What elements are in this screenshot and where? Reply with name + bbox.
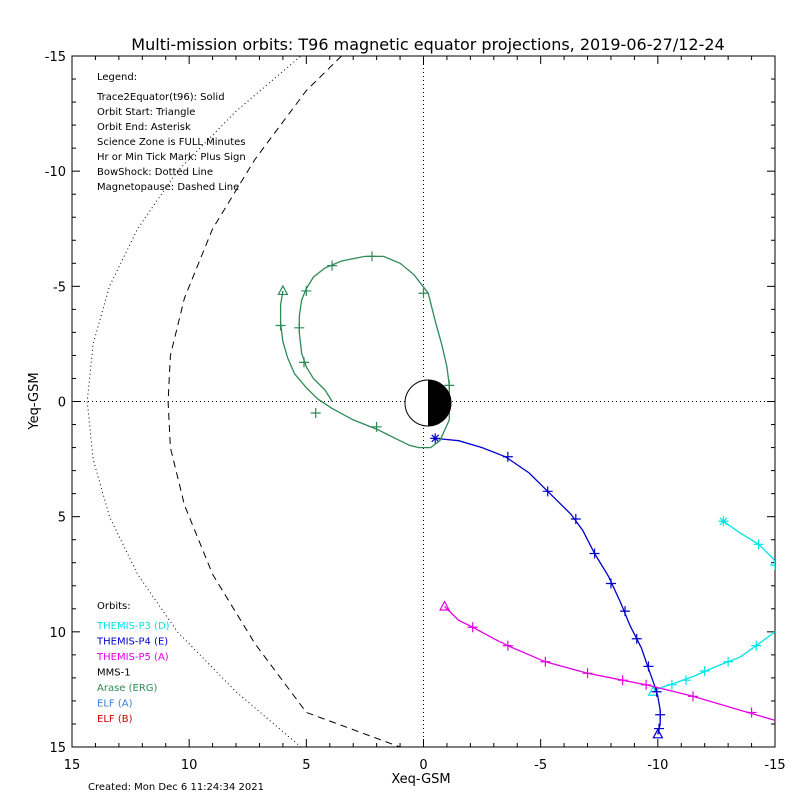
orbit-legend: THEMIS-P3 (D) THEMIS-P4 (E) THEMIS-P5 (A) M… — [96, 621, 170, 725]
legend-line: Trace2Equator(t96): Solid — [96, 92, 225, 103]
themis-p4-e-tick-mark — [631, 633, 642, 644]
themis-p3-d-tick-mark — [779, 613, 789, 623]
arase-erg-start-marker — [277, 284, 289, 296]
x-tick-label: -10 — [647, 758, 668, 773]
x-tick-label: 0 — [419, 758, 427, 773]
arase-erg-tick-mark — [275, 320, 286, 331]
themis-p5-a-tick-mark — [641, 679, 652, 690]
legend-line: Orbit Start: Triangle — [97, 107, 195, 118]
x-tick-label: 15 — [64, 758, 81, 773]
arase-erg-orbit-line — [279, 255, 450, 449]
arase-erg-tick-mark — [444, 380, 455, 391]
themis-p5-a-tick-mark — [617, 675, 628, 686]
themis-p4-e-tick-mark — [502, 451, 513, 462]
arase-erg-tick-mark — [298, 357, 309, 368]
themis-p4-e-tick-mark — [643, 661, 654, 672]
orbit-legend-mms-1: MMS-1 — [97, 668, 131, 679]
themis-p3-d-tick-mark — [723, 656, 734, 667]
themis-p3-d-tick-mark — [751, 640, 762, 651]
arase-erg-tick-mark — [327, 260, 338, 271]
themis-p4-e-tick-mark — [570, 513, 581, 524]
orbit-legend-themis-p5-a: THEMIS-P5 (A) — [96, 652, 169, 663]
x-tick-label: 10 — [181, 758, 198, 773]
axis-ticks — [71, 55, 776, 748]
y-tick-label: -10 — [45, 165, 66, 180]
themis-p3-d-tick-mark — [753, 539, 764, 550]
arase-erg-tick-mark — [418, 288, 429, 299]
themis-p3-d-end-marker — [718, 516, 729, 527]
bowshock-line — [86, 56, 302, 747]
x-axis-label: Xeq-GSM — [391, 772, 450, 787]
arase-erg-tick-mark — [371, 421, 382, 432]
themis-p5-a-tick-mark — [467, 622, 478, 633]
themis-p4-e-tick-mark — [605, 578, 616, 589]
themis-p4-e-tick-mark — [620, 606, 631, 617]
orbit-legend-arase-erg: Arase (ERG) — [97, 683, 158, 694]
themis-p3-d-tick-mark — [784, 581, 794, 591]
x-tick-label: 5 — [302, 758, 310, 773]
arase-erg-tick-mark — [301, 285, 312, 296]
themis-p4-e-tick-mark — [655, 709, 666, 720]
legend-title: Legend: — [97, 72, 137, 83]
themis-p4-e-end-marker — [430, 433, 441, 444]
arase-erg-tick-mark — [310, 408, 321, 419]
themis-p5-a-tick-mark — [502, 640, 513, 651]
y-tick-label: 5 — [58, 511, 66, 526]
legend-line: BowShock: Dotted Line — [97, 167, 213, 178]
themis-p4-e-orbit-line — [435, 437, 661, 735]
themis-p3-d-orbit-line — [652, 630, 775, 693]
themis-p5-a-orbit-line — [444, 606, 775, 722]
themis-p5-a-tick-mark — [540, 656, 551, 667]
orbit-legend-elf-a: ELF (A) — [97, 699, 133, 710]
themis-p5-a-tick-mark — [687, 691, 698, 702]
legend-line: Science Zone is FULL Minutes — [97, 137, 246, 148]
themis-p3-d-tick-mark — [770, 560, 775, 571]
themis-p3-d-orbit-line — [723, 520, 775, 563]
themis-p3-d-tick-mark — [699, 665, 710, 676]
legend-line: Hr or Min Tick Mark: Plus Sign — [97, 152, 246, 163]
themis-p3-d-tick-mark — [666, 679, 677, 690]
y-tick-label: 10 — [49, 626, 66, 641]
y-axis-label: Yeq-GSM — [27, 372, 42, 430]
y-tick-label: -15 — [45, 50, 66, 65]
legend-line: Magnetopause: Dashed Line — [97, 182, 239, 193]
legend-lines: Trace2Equator(t96): Solid Orbit Start: Tr… — [96, 92, 246, 193]
y-tick-label: 0 — [58, 396, 66, 411]
orbits-title: Orbits: — [97, 601, 131, 612]
magnetopause-line — [167, 56, 401, 747]
themis-p4-e-tick-mark — [651, 686, 662, 697]
themis-p3-d-tick-mark — [784, 597, 794, 607]
x-tick-label: -5 — [534, 758, 547, 773]
orbit-legend-themis-p4-e: THEMIS-P4 (E) — [96, 637, 168, 648]
orbit-series — [275, 251, 794, 739]
tick-labels: 15 10 5 0 -5 -10 -15 -15 -10 -5 0 5 10 15 — [45, 50, 786, 773]
themis-p5-a-tick-mark — [746, 707, 757, 718]
created-timestamp: Created: Mon Dec 6 11:24:34 2021 — [88, 782, 264, 793]
arase-erg-tick-mark — [294, 322, 305, 333]
orbit-legend-elf-b: ELF (B) — [97, 714, 133, 725]
legend-line: Orbit End: Asterisk — [97, 122, 191, 133]
x-tick-label: -15 — [764, 758, 785, 773]
y-tick-label: -5 — [53, 280, 66, 295]
themis-p4-e-tick-mark — [542, 486, 553, 497]
arase-erg-tick-mark — [366, 251, 377, 262]
themis-p3-d-tick-mark — [680, 675, 691, 686]
themis-p3-d-start-marker — [647, 685, 659, 696]
themis-p5-a-tick-mark — [582, 668, 593, 679]
orbit-legend-themis-p3-d: THEMIS-P3 (D) — [96, 621, 170, 632]
y-tick-label: 15 — [49, 741, 66, 756]
themis-p4-e-start-marker — [652, 728, 664, 739]
chart-title: Multi-mission orbits: T96 magnetic equat… — [131, 35, 724, 54]
themis-p4-e-tick-mark — [589, 548, 600, 559]
themis-p5-a-start-marker — [439, 600, 451, 611]
earth-icon — [404, 379, 452, 427]
